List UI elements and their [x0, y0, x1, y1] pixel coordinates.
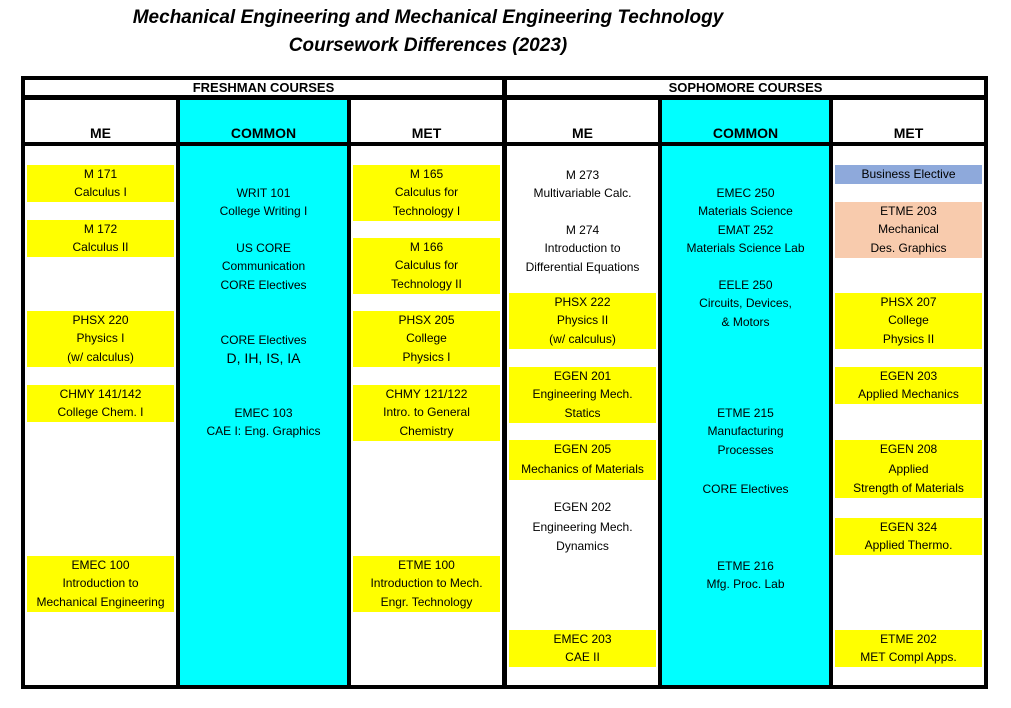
course-cell: EGEN 201 Engineering Mech. Statics: [509, 367, 656, 423]
column-header: ME: [507, 100, 658, 142]
divider: [351, 142, 502, 146]
course-table: FRESHMAN COURSES SOPHOMORE COURSES ME M …: [21, 76, 988, 689]
divider: [507, 142, 658, 146]
freshman-common-column: COMMON WRIT 101 College Writing I US CORE…: [180, 100, 347, 685]
course-cell: M 172 Calculus II: [27, 220, 174, 257]
course-cell: CORE Electives: [702, 482, 789, 496]
course-cell: EGEN 205 Mechanics of Materials: [509, 440, 656, 480]
freshman-me-column: ME M 171 Calculus I M 172 Calculus II PHSX…: [25, 100, 176, 685]
page-subtitle: Coursework Differences (2023): [288, 35, 568, 56]
course-cell: ETME 100 Introduction to Mech. Engr. Techn…: [353, 556, 500, 612]
sophomore-header: SOPHOMORE COURSES: [507, 80, 984, 95]
course-cell: EMEC 203 CAE II: [509, 630, 656, 667]
course-cell: US CORE Communication CORE Electives: [220, 241, 307, 292]
course-cell: M 274 Introduction to Differential Equatio…: [525, 223, 640, 274]
divider: [662, 142, 829, 146]
column-header: COMMON: [180, 100, 347, 142]
course-cell: Business Elective: [835, 165, 982, 184]
column-header: MET: [833, 100, 984, 142]
course-cell: PHSX 205 College Physics I: [353, 311, 500, 367]
divider: [833, 142, 984, 146]
course-cell: ETME 216 Mfg. Proc. Lab: [706, 559, 785, 592]
course-cell: CHMY 121/122 Intro. to General Chemistry: [353, 385, 500, 441]
sophomore-common-column: COMMON EMEC 250 Materials Science EMAT 252…: [662, 100, 829, 685]
course-cell: M 165 Calculus for Technology I: [353, 165, 500, 221]
divider: [25, 142, 176, 146]
course-cell: EELE 250 Circuits, Devices, & Motors: [699, 278, 792, 329]
course-cell: PHSX 222 Physics II (w/ calculus): [509, 293, 656, 349]
course-cell: EMEC 100 Introduction to Mechanical Engine…: [27, 556, 174, 612]
column-header: ME: [25, 100, 176, 142]
page-title: Mechanical Engineering and Mechanical En…: [132, 7, 724, 28]
column-header: COMMON: [662, 100, 829, 142]
course-cell: WRIT 101 College Writing I: [219, 186, 308, 219]
course-cell: M 171 Calculus I: [27, 165, 174, 202]
course-cell: EGEN 203 Applied Mechanics: [835, 367, 982, 404]
column-header: MET: [351, 100, 502, 142]
freshman-header: FRESHMAN COURSES: [25, 80, 502, 95]
course-cell: EGEN 208 Applied Strength of Materials: [835, 440, 982, 498]
course-cell: ETME 215 Manufacturing Processes: [707, 406, 784, 457]
course-cell: EGEN 202 Engineering Mech. Dynamics: [532, 500, 633, 553]
course-cell: M 273 Multivariable Calc.: [533, 168, 632, 201]
divider: [180, 142, 347, 146]
freshman-met-column: MET M 165 Calculus for Technology I M 166 C…: [351, 100, 502, 685]
course-cell: CHMY 141/142 College Chem. I: [27, 385, 174, 422]
course-cell: EGEN 324 Applied Thermo.: [835, 518, 982, 555]
course-cell: PHSX 207 College Physics II: [835, 293, 982, 349]
course-cell: PHSX 220 Physics I (w/ calculus): [27, 311, 174, 367]
course-cell: CORE Electives D, IH, IS, IA: [220, 333, 307, 367]
course-cell: EMEC 103 CAE I: Eng. Graphics: [206, 406, 321, 439]
course-cell: ETME 203 Mechanical Des. Graphics: [835, 202, 982, 258]
sophomore-me-column: ME M 273 Multivariable Calc. M 274 Introdu…: [507, 100, 658, 685]
course-cell: EMEC 250 Materials Science EMAT 252 Materia…: [686, 186, 805, 256]
course-cell: M 166 Calculus for Technology II: [353, 238, 500, 294]
sophomore-met-column: MET Business Elective ETME 203 Mechanical…: [833, 100, 984, 685]
course-cell: ETME 202 MET Compl Apps.: [835, 630, 982, 667]
